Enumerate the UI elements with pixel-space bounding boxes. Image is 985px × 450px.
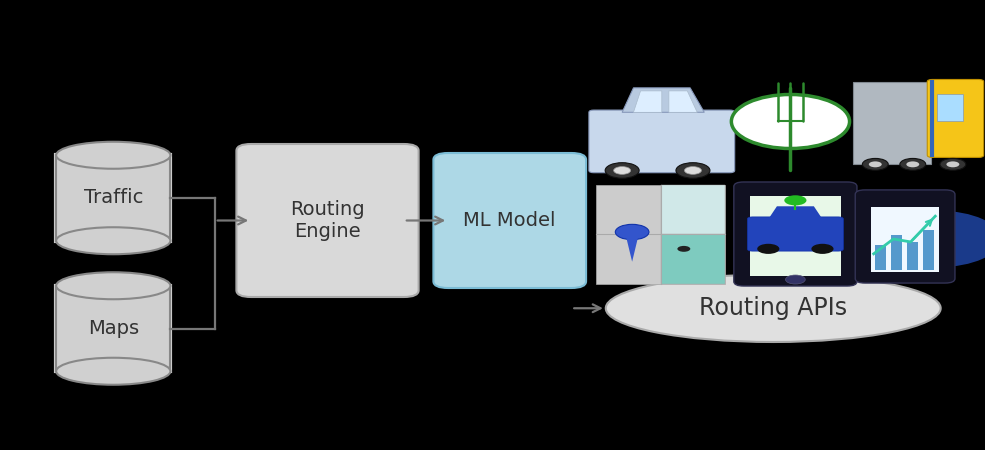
Circle shape — [676, 163, 710, 178]
FancyBboxPatch shape — [734, 182, 857, 286]
Circle shape — [678, 246, 690, 252]
Bar — [891, 235, 902, 270]
Circle shape — [757, 244, 779, 254]
Ellipse shape — [56, 227, 170, 254]
Text: Routing APIs: Routing APIs — [699, 296, 847, 320]
Bar — [907, 242, 918, 270]
Circle shape — [863, 158, 888, 170]
Polygon shape — [669, 91, 697, 112]
Bar — [56, 155, 170, 241]
Bar — [871, 207, 939, 272]
Ellipse shape — [56, 142, 170, 169]
FancyBboxPatch shape — [589, 110, 735, 173]
Circle shape — [685, 166, 701, 174]
Circle shape — [947, 162, 959, 167]
FancyBboxPatch shape — [748, 217, 843, 251]
Bar — [875, 245, 887, 270]
Polygon shape — [768, 206, 822, 219]
Bar — [923, 230, 934, 270]
Circle shape — [812, 244, 833, 254]
FancyBboxPatch shape — [855, 190, 955, 283]
Circle shape — [605, 163, 639, 178]
Bar — [661, 234, 725, 284]
Circle shape — [616, 225, 649, 240]
Circle shape — [869, 162, 882, 167]
Circle shape — [900, 158, 926, 170]
Circle shape — [940, 158, 965, 170]
FancyBboxPatch shape — [433, 153, 586, 288]
FancyBboxPatch shape — [927, 80, 984, 158]
Bar — [750, 196, 841, 275]
Text: Traffic: Traffic — [84, 189, 143, 207]
Polygon shape — [623, 88, 704, 112]
Text: Routing
Engine: Routing Engine — [291, 200, 364, 241]
Bar — [938, 94, 963, 122]
Text: ML Model: ML Model — [464, 211, 556, 230]
Circle shape — [784, 195, 807, 205]
Polygon shape — [633, 91, 662, 112]
Ellipse shape — [606, 274, 941, 342]
Circle shape — [786, 275, 806, 284]
Circle shape — [731, 94, 849, 148]
Circle shape — [614, 166, 630, 174]
Bar — [596, 184, 725, 284]
Polygon shape — [625, 235, 638, 262]
Circle shape — [906, 162, 919, 167]
Ellipse shape — [56, 272, 170, 299]
Text: Maps: Maps — [88, 319, 139, 338]
Bar — [661, 184, 725, 234]
Bar — [853, 82, 931, 164]
FancyBboxPatch shape — [236, 144, 419, 297]
Ellipse shape — [56, 358, 170, 385]
Circle shape — [878, 211, 985, 267]
Bar — [56, 286, 170, 371]
